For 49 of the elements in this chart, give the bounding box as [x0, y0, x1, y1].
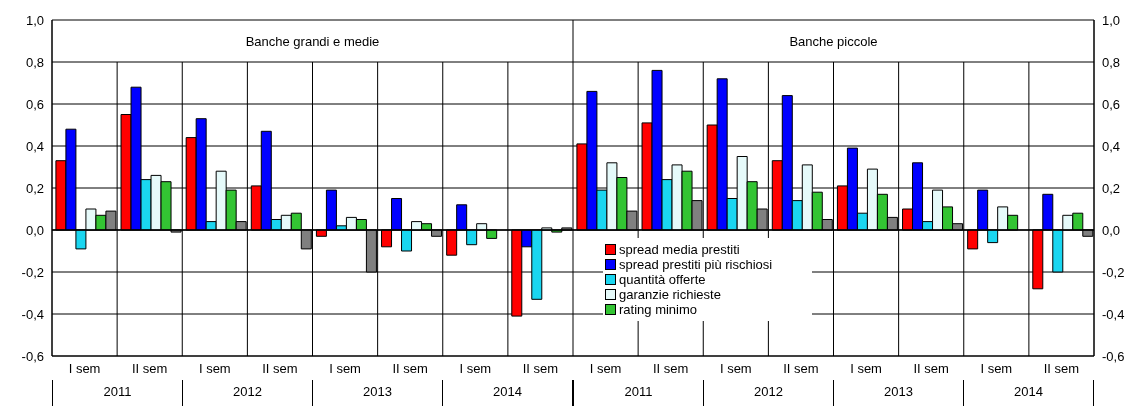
legend-label: spread prestiti più rischiosi [619, 257, 773, 272]
y-tick-label: -0,4 [21, 306, 44, 322]
legend-label: garanzie richieste [619, 287, 721, 302]
x-tick-label: II sem [131, 361, 168, 377]
text: 2011 [52, 380, 182, 406]
text: Banche grandi e medie [245, 33, 380, 49]
y-tick-label: 1,0 [1102, 12, 1121, 28]
x-tick-label: II sem [392, 361, 428, 377]
x-tick-label: I sem [459, 361, 492, 377]
x-tick-label: II sem [652, 361, 689, 377]
y-tick-label: 0,8 [1102, 54, 1121, 70]
x-tick-label: II sem [783, 361, 819, 377]
y-tick-label: 0,2 [25, 180, 44, 196]
x-tick-label: II sem [522, 361, 559, 377]
y-tick-label: 0,0 [1102, 222, 1121, 238]
y-tick-label: 0,4 [1102, 138, 1121, 154]
text: 2013 [312, 380, 442, 406]
y-tick-label: -0,6 [21, 348, 44, 364]
y-tick-label: 0,4 [25, 138, 44, 154]
text: 2014 [963, 380, 1094, 406]
y-tick-label: 0,8 [25, 54, 44, 70]
x-tick-label: II sem [262, 361, 298, 377]
legend-label: rating minimo [619, 302, 698, 317]
y-tick-label: -0,4 [1102, 306, 1125, 322]
y-tick-label: -0,2 [1102, 264, 1125, 280]
legend-label: spread media prestiti [619, 242, 740, 257]
x-tick-label: II sem [913, 361, 949, 377]
y-tick-label: 1,0 [25, 12, 44, 28]
y-tick-label: 0,6 [1102, 96, 1121, 112]
y-tick-label: 0,0 [25, 222, 44, 238]
legend-label: quantità offerte [619, 272, 706, 287]
text: 2014 [442, 380, 573, 406]
text: 2012 [703, 380, 833, 406]
text: 2012 [182, 380, 312, 406]
x-tick-label: I sem [980, 361, 1013, 377]
x-tick-label: I sem [589, 361, 622, 377]
y-tick-label: -0,2 [21, 264, 44, 280]
y-tick-label: 0,6 [25, 96, 44, 112]
y-tick-label: 0,2 [1102, 180, 1121, 196]
x-tick-label: II sem [1043, 361, 1080, 377]
x-tick-label: I sem [198, 361, 231, 377]
text: 2013 [833, 380, 963, 406]
text: 2011 [573, 380, 703, 406]
x-tick-label: I sem [68, 361, 101, 377]
x-tick-label: I sem [329, 361, 361, 377]
y-tick-label: -0,6 [1102, 348, 1125, 364]
x-tick-label: I sem [850, 361, 882, 377]
text: Banche piccole [789, 33, 878, 49]
x-tick-label: I sem [719, 361, 752, 377]
